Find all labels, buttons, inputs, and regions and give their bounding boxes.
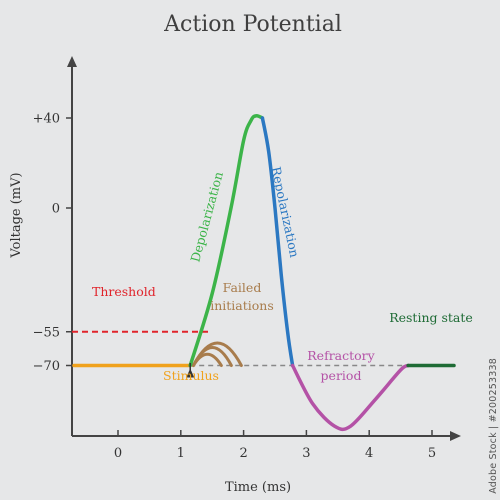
x-tick-label-3: 3 (302, 446, 310, 461)
x-tick-label-2: 2 (239, 446, 247, 461)
watermark-id: Adobe Stock | #200253338 (488, 358, 499, 494)
failed-initiations-arcs (191, 341, 243, 367)
failed-initiation-arc-3 (191, 341, 243, 367)
axes (67, 56, 461, 441)
x-tick-label-5: 5 (428, 446, 436, 461)
y-tick-label-0: +40 (33, 112, 60, 127)
y-tick-label-1: 0 (52, 202, 60, 217)
repolarization-label: Repolarization (268, 165, 302, 259)
y-tick-label-3: −70 (33, 359, 60, 374)
resting-state-label: Resting state (389, 310, 473, 325)
failed-initiations-label-line2: initiations (210, 298, 274, 313)
failed-initiations-label-line1: Failed (223, 280, 262, 295)
segment-repolarization (260, 116, 295, 368)
x-tick-label-1: 1 (177, 446, 185, 461)
stimulus-label: Stimulus (163, 368, 219, 383)
ticks: 0 1 2 3 4 5 +40 0 −55 −70 (33, 112, 437, 462)
segment-refractory-period (290, 363, 410, 432)
stimulus-arrow (186, 363, 195, 378)
y-tick-label-2: −55 (33, 325, 60, 340)
x-tick-label-4: 4 (365, 446, 373, 461)
refractory-label-line2: period (321, 368, 362, 383)
chart-title: Action Potential (163, 12, 342, 37)
y-axis-label: Voltage (mV) (9, 172, 24, 258)
y-axis-arrow (67, 56, 77, 67)
threshold-label: Threshold (92, 284, 156, 299)
depolarization-label: Depolarization (187, 170, 226, 264)
stimulus-arrow-head (186, 368, 195, 378)
x-tick-label-0: 0 (114, 446, 122, 461)
x-axis-label: Time (ms) (225, 480, 291, 495)
series (72, 114, 456, 432)
segment-depolarization (188, 114, 265, 368)
x-axis-arrow (450, 431, 461, 441)
refractory-label-line1: Refractory (307, 348, 375, 363)
